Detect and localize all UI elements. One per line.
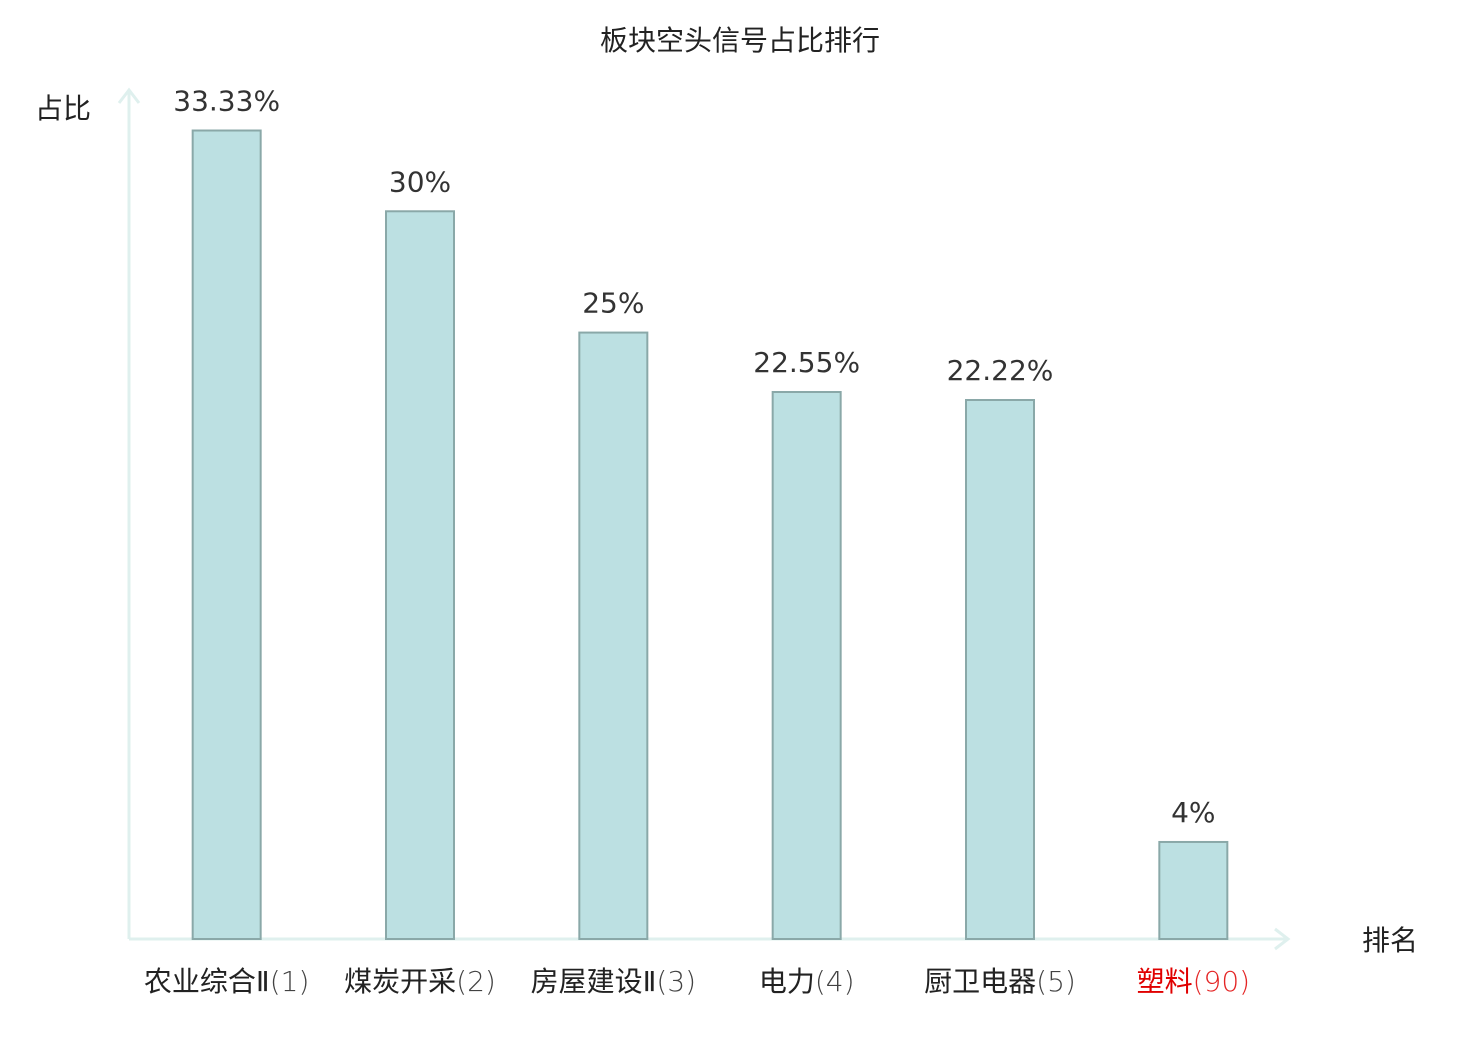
category-name: 农业综合Ⅱ	[143, 965, 270, 998]
category-name: 煤炭开采	[344, 965, 457, 998]
category-rank: (2)	[456, 965, 496, 998]
axes	[117, 87, 1291, 951]
value-label: 30%	[389, 165, 451, 198]
category-name: 房屋建设Ⅱ	[530, 965, 657, 998]
category-rank: (4)	[814, 965, 855, 998]
bar	[191, 129, 262, 941]
category-rank: (1)	[269, 965, 310, 998]
bar	[578, 331, 649, 941]
y-arrow	[117, 87, 141, 104]
bar	[965, 399, 1035, 940]
x-tick-label: 塑料(90)	[1105, 966, 1281, 998]
bar	[385, 210, 455, 941]
x-tick-label: 房屋建设Ⅱ(3)	[525, 966, 701, 998]
value-label: 22.22%	[947, 354, 1054, 387]
value-label: 4%	[1171, 796, 1215, 829]
x-tick-label: 厨卫电器(5)	[912, 966, 1088, 998]
x-tick-label: 电力(4)	[719, 966, 895, 998]
value-label: 33.33%	[173, 85, 280, 118]
category-rank: (3)	[656, 965, 697, 998]
category-rank: (90)	[1192, 965, 1251, 998]
x-tick-label: 农业综合Ⅱ(1)	[139, 966, 315, 998]
x-arrow	[1274, 927, 1291, 951]
x-axis-label: 排名	[1362, 924, 1418, 957]
category-name: 塑料	[1136, 965, 1193, 998]
bar	[1158, 840, 1229, 941]
y-axis-label: 占比	[35, 92, 91, 125]
value-label: 22.55%	[753, 346, 860, 379]
category-rank: (5)	[1036, 965, 1076, 998]
x-tick-label: 煤炭开采(2)	[332, 966, 508, 998]
chart-title: 板块空头信号占比排行	[600, 24, 880, 57]
value-label: 25%	[582, 287, 644, 320]
bar	[771, 391, 842, 941]
category-name: 电力	[758, 965, 815, 998]
category-name: 厨卫电器	[924, 965, 1037, 998]
